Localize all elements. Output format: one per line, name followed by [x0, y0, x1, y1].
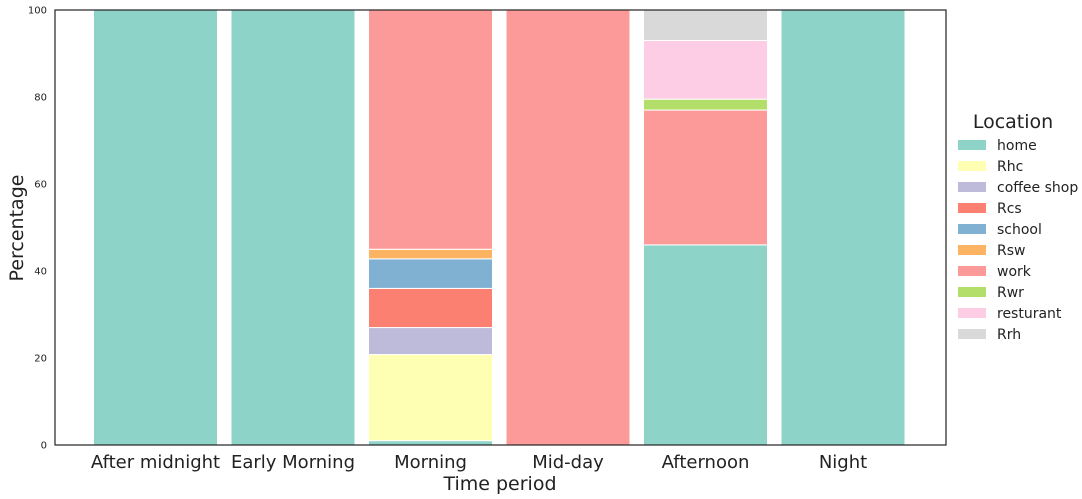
legend-swatch — [958, 140, 986, 150]
x-tick-label: Afternoon — [662, 452, 750, 473]
y-tick-label: 20 — [34, 354, 47, 365]
x-axis-ticks: After midnight Early Morning Morning Mid-da… — [91, 452, 867, 473]
x-tick-label: Early Morning — [231, 452, 355, 473]
bar-segment-work — [643, 109, 768, 246]
bar-segment-home — [780, 9, 906, 446]
legend-swatch — [958, 203, 986, 213]
y-tick-label: 100 — [28, 6, 47, 17]
y-tick-label: 0 — [41, 441, 47, 452]
bar-segment-home — [643, 244, 768, 446]
y-axis-ticks: 0 20 40 60 80 100 — [28, 6, 47, 452]
bar-segment-rwr — [643, 98, 768, 111]
bar-segment-home — [230, 9, 356, 446]
x-tick-label: Night — [819, 452, 867, 473]
legend-label: Rrh — [997, 327, 1021, 343]
bar-segment-rrh — [643, 9, 768, 41]
legend-label: school — [997, 222, 1042, 238]
bar-segment-resturant — [643, 39, 768, 100]
legend-swatch — [958, 266, 986, 276]
legend-label: work — [997, 264, 1032, 280]
bar-segment-home — [93, 9, 218, 446]
y-tick-label: 40 — [34, 267, 47, 278]
legend-items: home Rhc coffee shop Rcs school Rsw work Rwr res… — [958, 138, 1078, 343]
y-tick-label: 60 — [34, 180, 47, 191]
bar-segment-rcs — [368, 287, 493, 329]
legend: Location home Rhc coffee shop Rcs school Rsw w… — [958, 111, 1078, 343]
legend-label: Rwr — [997, 285, 1024, 301]
bar-segment-work — [505, 9, 631, 446]
legend-label: coffee shop — [997, 180, 1078, 196]
y-axis-label: Percentage — [6, 175, 28, 282]
legend-swatch — [958, 182, 986, 192]
bar-segment-rhc — [368, 354, 493, 442]
bar-segment-school — [368, 258, 493, 289]
x-axis-label: Time period — [442, 473, 556, 495]
bar-segment-work — [368, 9, 493, 250]
bar-segment-rsw — [368, 248, 493, 260]
x-tick-label: Mid-day — [532, 452, 604, 473]
legend-swatch — [958, 308, 986, 318]
legend-swatch — [958, 245, 986, 255]
y-tick-label: 80 — [34, 93, 47, 104]
x-tick-label: After midnight — [91, 452, 220, 473]
legend-swatch — [958, 224, 986, 234]
legend-label: resturant — [997, 306, 1062, 322]
x-tick-label: Morning — [394, 452, 467, 473]
plot-frame — [54, 9, 947, 446]
legend-label: Rhc — [997, 159, 1023, 175]
legend-label: Rcs — [997, 201, 1022, 217]
bar-segment-coffee-shop — [368, 327, 493, 356]
legend-swatch — [958, 287, 986, 297]
legend-title: Location — [973, 111, 1053, 133]
legend-label: Rsw — [997, 243, 1025, 259]
legend-label: home — [997, 138, 1037, 154]
bars-layer — [93, 9, 906, 446]
bar-segment-home — [368, 440, 493, 446]
legend-swatch — [958, 161, 986, 171]
legend-swatch — [958, 329, 986, 339]
